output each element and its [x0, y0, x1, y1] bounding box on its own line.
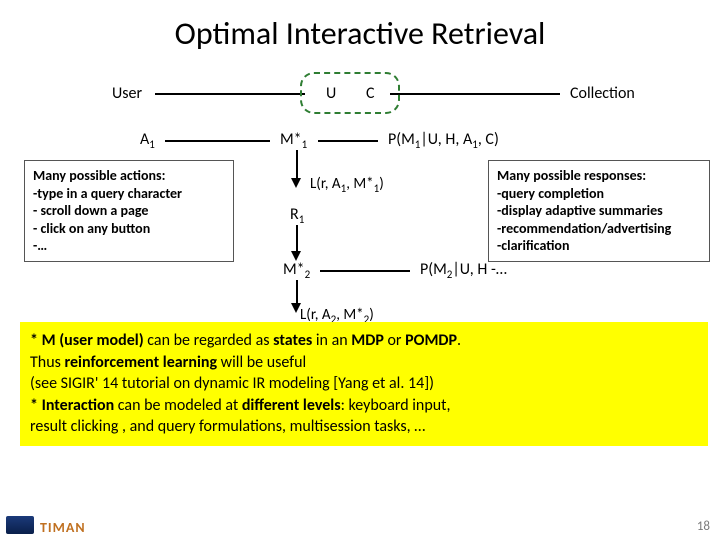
- line-m2-p2: [320, 270, 410, 272]
- line-m1-down: [296, 150, 298, 180]
- page-number: 18: [697, 519, 710, 534]
- line-m2-down: [296, 280, 298, 305]
- logo-left-icon: [6, 516, 34, 534]
- yellow-l3: (see SIGIR' 14 tutorial on dynamic IR mo…: [30, 373, 698, 395]
- responses-callout: Many possible responses: -query completi…: [488, 160, 710, 262]
- arrow-m1-down: [291, 178, 301, 188]
- responses-l4: -recommendation/advertising: [497, 220, 701, 238]
- logo-timan: TIMAN: [40, 519, 86, 536]
- line-c-collection: [390, 93, 560, 95]
- node-u: U: [326, 84, 336, 103]
- yellow-l5: result clicking , and query formulations…: [30, 416, 698, 438]
- yellow-note-box: * M (user model) can be regarded as stat…: [20, 322, 708, 446]
- actions-l4: - click on any button: [33, 220, 225, 238]
- dashed-uc-box: [300, 72, 400, 114]
- actions-title: Many possible actions:: [33, 167, 225, 185]
- actions-l3: - scroll down a page: [33, 202, 225, 220]
- p2-label: P(M2|U, H -…: [420, 260, 507, 281]
- actions-callout: Many possible actions: -type in a query …: [24, 160, 234, 262]
- responses-l2: -query completion: [497, 185, 701, 203]
- user-label: User: [112, 84, 142, 103]
- collection-label: Collection: [570, 84, 635, 103]
- slide-title: Optimal Interactive Retrieval: [0, 0, 720, 53]
- responses-title: Many possible responses:: [497, 167, 701, 185]
- actions-l5: -…: [33, 237, 225, 255]
- yellow-l2: Thus reinforcement learning will be usef…: [30, 352, 698, 374]
- r1-label: R1: [290, 205, 304, 226]
- actions-l2: -type in a query character: [33, 185, 225, 203]
- p1-label: P(M1|U, H, A1, C): [388, 130, 499, 151]
- node-c: C: [366, 84, 375, 103]
- responses-l5: -clarification: [497, 237, 701, 255]
- line-user-u: [155, 93, 305, 95]
- line-m1-p1: [318, 140, 378, 142]
- m2-label: M*2: [283, 260, 310, 281]
- l1-label: L(r, A1, M*1): [310, 175, 384, 195]
- a1-label: A1: [140, 130, 155, 151]
- m1-label: M*1: [280, 130, 307, 151]
- yellow-l1: * M (user model) can be regarded as stat…: [30, 330, 698, 352]
- line-r1-down: [296, 225, 298, 253]
- yellow-l4: * Interaction can be modeled at differen…: [30, 395, 698, 417]
- line-a1-m1: [165, 140, 270, 142]
- responses-l3: -display adaptive summaries: [497, 202, 701, 220]
